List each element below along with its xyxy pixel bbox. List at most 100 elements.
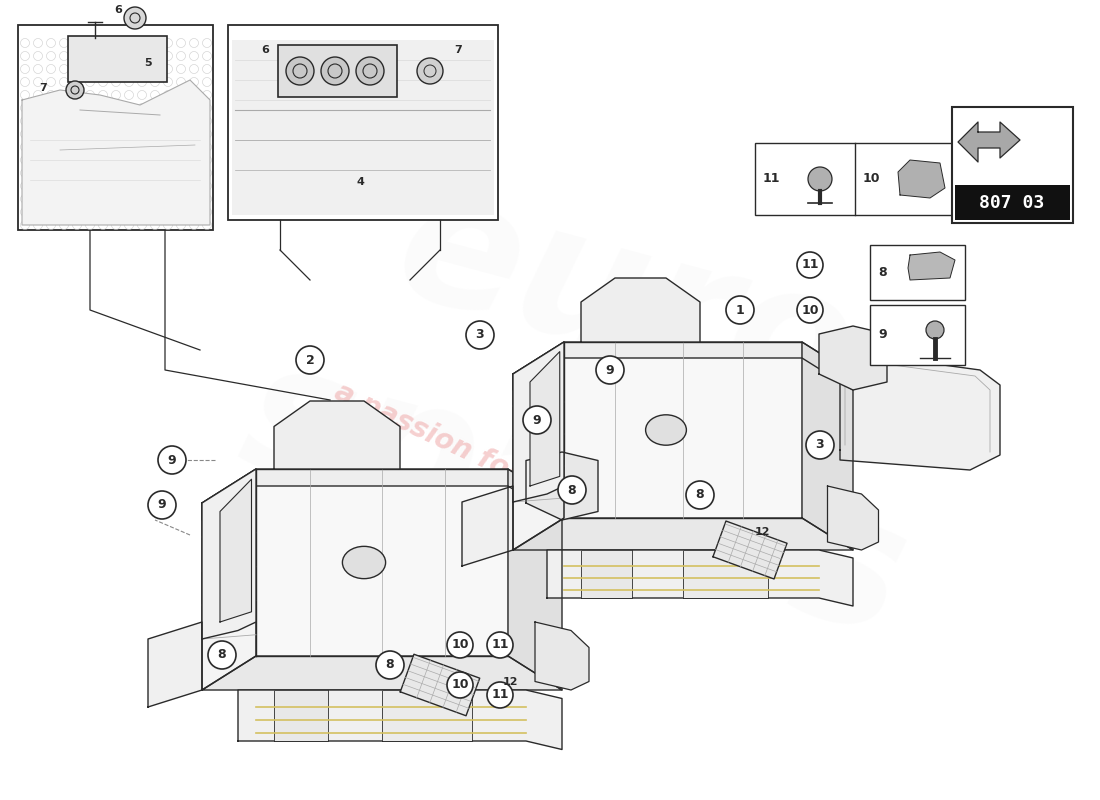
Text: 1: 1 bbox=[736, 303, 745, 317]
Polygon shape bbox=[22, 80, 210, 225]
Circle shape bbox=[417, 58, 443, 84]
Circle shape bbox=[66, 81, 84, 99]
Polygon shape bbox=[382, 690, 472, 741]
FancyBboxPatch shape bbox=[870, 245, 965, 300]
Circle shape bbox=[466, 321, 494, 349]
Text: 11: 11 bbox=[492, 638, 508, 651]
Polygon shape bbox=[238, 690, 562, 750]
Text: 8: 8 bbox=[695, 489, 704, 502]
Circle shape bbox=[356, 57, 384, 85]
Text: 11: 11 bbox=[492, 689, 508, 702]
Ellipse shape bbox=[646, 414, 686, 445]
Polygon shape bbox=[513, 518, 852, 550]
Polygon shape bbox=[898, 160, 945, 198]
Text: 9: 9 bbox=[157, 498, 166, 511]
Text: 9: 9 bbox=[532, 414, 541, 426]
Text: 6: 6 bbox=[261, 45, 268, 55]
Polygon shape bbox=[202, 469, 562, 520]
Text: 3: 3 bbox=[475, 329, 484, 342]
Text: 11: 11 bbox=[801, 258, 818, 271]
Circle shape bbox=[158, 446, 186, 474]
Circle shape bbox=[376, 651, 404, 679]
Polygon shape bbox=[202, 469, 256, 690]
Text: 4: 4 bbox=[356, 177, 364, 187]
Circle shape bbox=[447, 632, 473, 658]
Circle shape bbox=[726, 296, 754, 324]
Polygon shape bbox=[202, 656, 562, 690]
Text: euro
spares: euro spares bbox=[223, 129, 976, 671]
Circle shape bbox=[798, 252, 823, 278]
FancyBboxPatch shape bbox=[952, 107, 1072, 223]
Polygon shape bbox=[462, 486, 513, 566]
Text: 9: 9 bbox=[606, 363, 614, 377]
Circle shape bbox=[596, 356, 624, 384]
Circle shape bbox=[487, 632, 513, 658]
Text: 8: 8 bbox=[218, 649, 227, 662]
Polygon shape bbox=[535, 622, 589, 690]
Polygon shape bbox=[581, 550, 632, 598]
Text: 10: 10 bbox=[451, 638, 469, 651]
FancyBboxPatch shape bbox=[68, 36, 167, 82]
Polygon shape bbox=[274, 401, 400, 469]
Text: 8: 8 bbox=[568, 483, 576, 497]
FancyBboxPatch shape bbox=[755, 143, 955, 215]
Polygon shape bbox=[820, 326, 887, 390]
FancyBboxPatch shape bbox=[955, 185, 1070, 220]
Polygon shape bbox=[232, 40, 494, 215]
Polygon shape bbox=[148, 622, 202, 707]
Polygon shape bbox=[256, 469, 508, 656]
Polygon shape bbox=[526, 452, 598, 520]
Circle shape bbox=[808, 167, 832, 191]
Polygon shape bbox=[802, 342, 852, 550]
FancyBboxPatch shape bbox=[18, 25, 213, 230]
Polygon shape bbox=[713, 521, 786, 579]
Polygon shape bbox=[564, 342, 802, 518]
Circle shape bbox=[296, 346, 324, 374]
Circle shape bbox=[487, 682, 513, 708]
Circle shape bbox=[286, 57, 313, 85]
Polygon shape bbox=[274, 690, 328, 741]
Text: 5: 5 bbox=[144, 58, 152, 68]
Text: 10: 10 bbox=[451, 678, 469, 691]
Polygon shape bbox=[400, 654, 480, 716]
Polygon shape bbox=[513, 342, 852, 390]
Text: 7: 7 bbox=[454, 45, 462, 55]
Circle shape bbox=[321, 57, 349, 85]
Text: 7: 7 bbox=[40, 83, 47, 93]
Polygon shape bbox=[827, 486, 879, 550]
Text: 11: 11 bbox=[763, 173, 781, 186]
Circle shape bbox=[686, 481, 714, 509]
Polygon shape bbox=[513, 342, 564, 502]
Polygon shape bbox=[220, 479, 252, 622]
FancyBboxPatch shape bbox=[870, 305, 965, 365]
Text: 807 03: 807 03 bbox=[979, 194, 1045, 212]
Circle shape bbox=[926, 321, 944, 339]
Polygon shape bbox=[840, 355, 1000, 470]
Circle shape bbox=[798, 297, 823, 323]
Polygon shape bbox=[581, 278, 700, 342]
Polygon shape bbox=[958, 122, 1020, 162]
Text: 8: 8 bbox=[386, 658, 394, 671]
Circle shape bbox=[447, 672, 473, 698]
Polygon shape bbox=[530, 352, 560, 486]
Polygon shape bbox=[547, 550, 852, 606]
Circle shape bbox=[148, 491, 176, 519]
Text: 3: 3 bbox=[816, 438, 824, 451]
Polygon shape bbox=[908, 252, 955, 280]
Text: a passion for parts since 1985: a passion for parts since 1985 bbox=[330, 378, 770, 602]
Circle shape bbox=[558, 476, 586, 504]
Polygon shape bbox=[683, 550, 768, 598]
FancyBboxPatch shape bbox=[228, 25, 498, 220]
Text: 10: 10 bbox=[864, 173, 880, 186]
Circle shape bbox=[522, 406, 551, 434]
Ellipse shape bbox=[342, 546, 386, 578]
Polygon shape bbox=[513, 342, 564, 550]
Text: 12: 12 bbox=[503, 677, 518, 687]
Text: 9: 9 bbox=[878, 329, 887, 342]
Circle shape bbox=[806, 431, 834, 459]
Text: 8: 8 bbox=[878, 266, 887, 279]
FancyBboxPatch shape bbox=[278, 45, 397, 97]
Text: 9: 9 bbox=[167, 454, 176, 466]
Text: 12: 12 bbox=[755, 527, 770, 537]
Text: 2: 2 bbox=[306, 354, 315, 366]
